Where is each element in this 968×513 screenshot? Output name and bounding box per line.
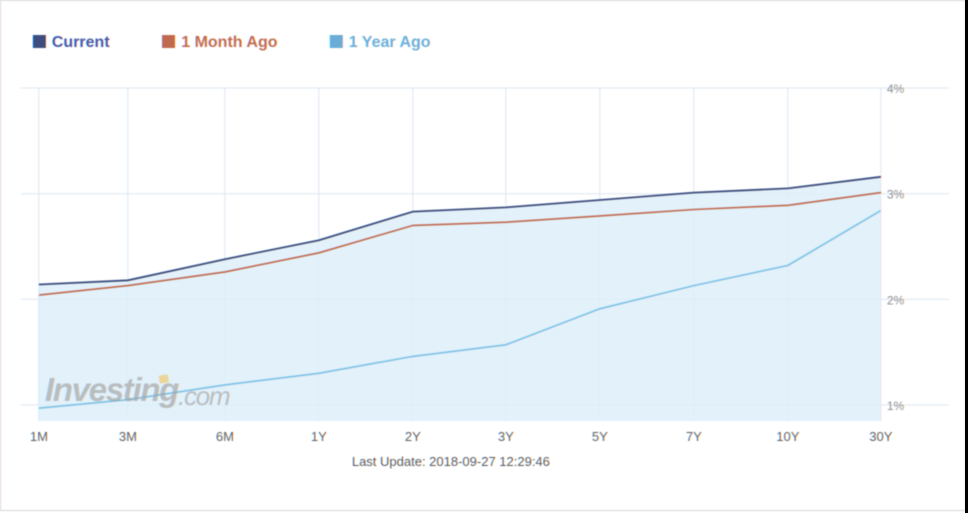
svg-text:7Y: 7Y: [686, 429, 702, 444]
svg-text:5Y: 5Y: [592, 429, 608, 444]
svg-text:4%: 4%: [887, 82, 905, 96]
svg-text:1%: 1%: [887, 399, 905, 413]
svg-text:1M: 1M: [30, 429, 48, 444]
svg-text:3M: 3M: [119, 429, 137, 444]
svg-text:2%: 2%: [887, 293, 905, 307]
svg-text:10Y: 10Y: [776, 429, 799, 444]
svg-text:1Y: 1Y: [311, 429, 327, 444]
svg-text:3Y: 3Y: [498, 429, 514, 444]
svg-text:30Y: 30Y: [869, 429, 892, 444]
svg-text:2Y: 2Y: [405, 429, 421, 444]
svg-text:6M: 6M: [216, 429, 234, 444]
svg-text:3%: 3%: [887, 188, 905, 202]
